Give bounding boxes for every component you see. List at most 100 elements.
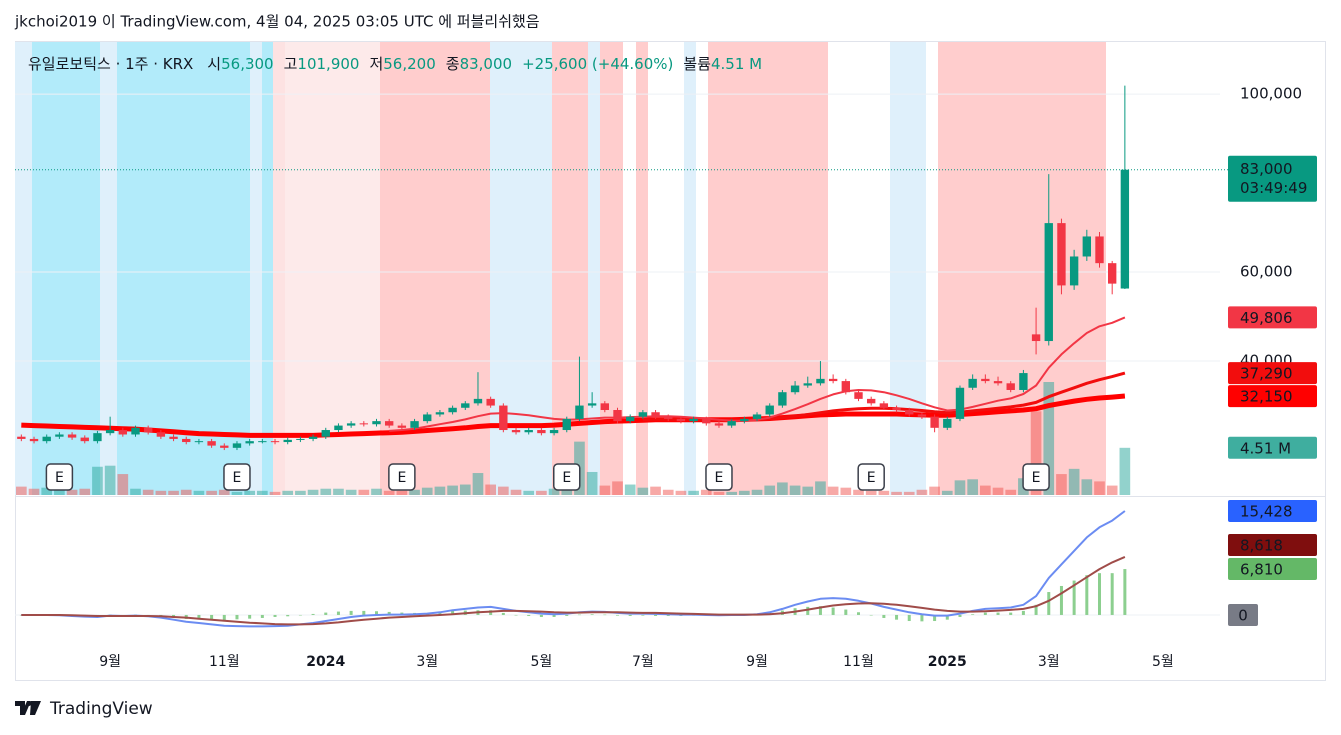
x-tick-label: 5월 <box>1152 654 1174 670</box>
candle-body <box>803 383 812 386</box>
volume-bar <box>320 488 332 495</box>
session-band <box>684 42 696 495</box>
moving-average <box>21 393 1126 438</box>
volume-bar <box>992 487 1004 495</box>
volume-bar <box>637 487 649 495</box>
volume-bar <box>409 489 420 495</box>
volume-bar <box>421 487 433 495</box>
macd-histogram-bar <box>628 614 632 616</box>
earnings-marker <box>553 463 581 491</box>
macd-histogram-bar <box>1085 575 1089 615</box>
candle-body <box>816 378 825 384</box>
candle-body <box>55 434 64 437</box>
volume-bar <box>79 488 91 495</box>
session-band <box>380 42 490 495</box>
legend-change: +25,600 (+44.60%) <box>522 55 673 73</box>
earnings-marker <box>705 463 733 491</box>
volume-bar <box>764 485 776 495</box>
earnings-marker <box>1022 463 1050 491</box>
candle-body <box>778 392 787 406</box>
volume-bar <box>726 491 737 495</box>
macd-histogram-bar <box>311 613 315 615</box>
candle-body <box>372 421 381 425</box>
macd-histogram-bar <box>666 614 670 616</box>
volume-bar <box>510 489 522 495</box>
candle-body <box>80 437 89 442</box>
earnings-label: E <box>55 470 64 486</box>
macd-histogram-bar <box>641 614 645 616</box>
legend-label: 저 <box>369 55 383 73</box>
candle-body <box>854 392 863 399</box>
volume-bar <box>612 481 623 495</box>
logo-mark <box>30 701 41 715</box>
candle-body <box>689 418 698 422</box>
volume-bar <box>878 490 890 495</box>
earnings-label: E <box>397 470 406 486</box>
candle-body <box>17 436 26 439</box>
candle-body <box>1082 236 1092 257</box>
earnings-label: E <box>1032 470 1041 486</box>
legend-label: 고 <box>284 55 298 73</box>
volume-bar <box>599 485 611 495</box>
session-band <box>273 42 285 495</box>
macd-histogram-bar <box>260 614 264 618</box>
volume-bar <box>941 490 953 495</box>
session-band <box>250 42 262 495</box>
candle-body <box>905 410 914 415</box>
macd-histogram-bar <box>1123 569 1127 615</box>
candle-body <box>156 432 166 437</box>
volume-bar <box>218 489 230 495</box>
earnings-label: E <box>233 470 242 486</box>
volume-bar <box>130 488 141 495</box>
macd-histogram-bar <box>349 610 353 615</box>
price-tag <box>1228 558 1317 581</box>
macd-histogram-bar <box>336 611 340 615</box>
macd-histogram-bar <box>1059 585 1063 615</box>
candle-body <box>587 403 597 406</box>
countdown: 03:49:49 <box>1240 179 1307 197</box>
volume-bar <box>1056 474 1067 495</box>
macd-histogram-bar <box>590 614 594 615</box>
volume-bar <box>231 491 243 495</box>
x-tick-label: 7월 <box>632 654 654 670</box>
earnings-label: E <box>867 470 876 486</box>
macd-histogram-bar <box>971 614 975 615</box>
candle-body <box>1069 256 1079 286</box>
candle-body <box>296 438 305 440</box>
earnings-marker <box>45 463 74 491</box>
macd-histogram-bar <box>818 606 822 615</box>
logo: TradingView <box>15 699 153 719</box>
volume-bar <box>891 491 902 495</box>
session-band <box>285 42 380 495</box>
candle-body <box>42 436 51 442</box>
price-tag-label: 8,618 <box>1240 537 1283 555</box>
volume-bar <box>206 490 217 495</box>
macd-histogram-bar <box>616 614 619 616</box>
session-band <box>32 42 100 495</box>
volume-bar <box>662 489 674 495</box>
x-tick-label: 9월 <box>746 654 768 670</box>
volume-bar <box>28 488 40 495</box>
volume-bar <box>295 490 306 495</box>
x-tick-label: 9월 <box>99 654 121 670</box>
volume-bar <box>865 490 877 495</box>
x-tick-label: 11월 <box>843 654 874 670</box>
candle-body <box>118 430 128 435</box>
logo-dot <box>26 701 32 706</box>
price-tag-label: 49,806 <box>1240 309 1293 327</box>
macd-histogram-bar <box>831 607 835 615</box>
x-tick-label: 2024 <box>306 654 345 670</box>
macd-histogram-bar <box>1098 573 1101 615</box>
volume-bar <box>1094 481 1105 495</box>
price-tag <box>1228 306 1317 329</box>
header: jkchoi2019 이 TradingView.com, 4월 04, 202… <box>14 13 540 31</box>
macd-histogram-bar <box>501 612 505 615</box>
volume-bar <box>180 489 192 495</box>
candle-body <box>993 381 1003 384</box>
volume-bar <box>16 486 27 495</box>
session-band <box>262 42 273 495</box>
volume-bar <box>498 486 509 495</box>
y-tick-label: 60,000 <box>1240 263 1293 281</box>
earnings-marker <box>388 463 416 491</box>
volume-bar <box>916 489 928 495</box>
